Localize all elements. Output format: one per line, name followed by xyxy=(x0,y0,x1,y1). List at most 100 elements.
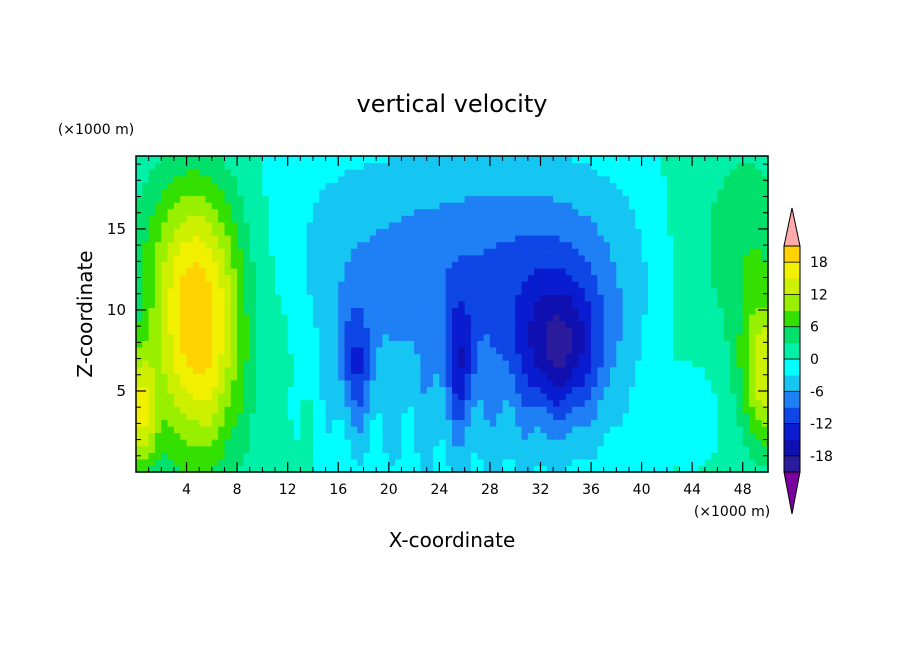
heatmap-cell xyxy=(186,169,194,177)
heatmap-cell xyxy=(262,228,270,236)
heatmap-cell xyxy=(319,248,327,256)
heatmap-cell xyxy=(312,439,320,447)
heatmap-cell xyxy=(477,439,485,447)
heatmap-cell xyxy=(502,386,510,394)
heatmap-cell xyxy=(654,465,662,473)
heatmap-cell xyxy=(287,241,295,249)
heatmap-cell xyxy=(635,373,643,381)
heatmap-cell xyxy=(515,320,523,328)
heatmap-cell xyxy=(445,360,453,368)
heatmap-cell xyxy=(180,373,188,381)
heatmap-cell xyxy=(628,399,636,407)
heatmap-cell xyxy=(452,320,459,328)
heatmap-cell xyxy=(540,188,548,197)
heatmap-cell xyxy=(439,267,447,276)
heatmap-cell xyxy=(445,379,453,388)
heatmap-cell xyxy=(755,254,763,262)
heatmap-cell xyxy=(666,254,674,262)
heatmap-cell xyxy=(173,314,181,322)
heatmap-cell xyxy=(262,327,270,335)
heatmap-cell xyxy=(470,195,478,203)
heatmap-cell xyxy=(616,281,624,289)
heatmap-cell xyxy=(256,182,263,190)
heatmap-cell xyxy=(407,294,415,302)
heatmap-cell xyxy=(161,419,169,427)
heatmap-cell xyxy=(357,169,365,177)
heatmap-cell xyxy=(616,393,624,401)
heatmap-cell xyxy=(312,452,320,460)
heatmap-cell xyxy=(180,267,188,276)
heatmap-cell xyxy=(717,162,725,170)
heatmap-cell xyxy=(546,281,554,289)
heatmap-cell xyxy=(338,182,346,190)
heatmap-cell xyxy=(527,432,535,440)
heatmap-cell xyxy=(641,327,649,335)
heatmap-cell xyxy=(711,346,719,355)
heatmap-cell xyxy=(294,412,301,420)
heatmap-cell xyxy=(294,241,301,249)
heatmap-cell xyxy=(508,452,516,460)
heatmap-cell xyxy=(641,215,649,223)
heatmap-cell xyxy=(761,406,769,414)
heatmap-cell xyxy=(433,215,440,223)
heatmap-cell xyxy=(742,261,750,269)
heatmap-cell xyxy=(717,188,725,197)
heatmap-cell xyxy=(344,228,352,236)
heatmap-cell xyxy=(275,221,282,230)
heatmap-cell xyxy=(565,208,573,216)
heatmap-cell xyxy=(584,182,592,190)
heatmap-cell xyxy=(388,281,396,289)
heatmap-cell xyxy=(237,360,245,368)
heatmap-cell xyxy=(660,386,668,394)
heatmap-cell xyxy=(211,188,219,197)
heatmap-cell xyxy=(414,175,421,183)
heatmap-cell xyxy=(281,452,289,460)
heatmap-cell xyxy=(711,458,719,467)
heatmap-cell xyxy=(470,432,478,440)
heatmap-cell xyxy=(154,175,162,183)
heatmap-cell xyxy=(268,333,276,341)
heatmap-cell xyxy=(407,182,415,190)
heatmap-cell xyxy=(294,333,301,341)
heatmap-cell xyxy=(685,281,693,289)
heatmap-cell xyxy=(287,314,295,322)
heatmap-cell xyxy=(717,169,725,177)
heatmap-cell xyxy=(489,294,497,302)
heatmap-cell xyxy=(275,188,282,197)
heatmap-cell xyxy=(237,182,245,190)
heatmap-cell xyxy=(496,366,504,374)
heatmap-cell xyxy=(369,353,377,361)
heatmap-cell xyxy=(578,188,586,197)
heatmap-cell xyxy=(591,412,598,420)
heatmap-cell xyxy=(388,221,396,230)
heatmap-cell xyxy=(420,202,428,210)
heatmap-cell xyxy=(546,445,554,453)
heatmap-cell xyxy=(388,241,396,249)
heatmap-cell xyxy=(218,399,226,407)
heatmap-cell xyxy=(622,228,630,236)
heatmap-cell xyxy=(730,314,737,322)
heatmap-cell xyxy=(628,432,636,440)
heatmap-cell xyxy=(224,366,232,374)
heatmap-cell xyxy=(344,452,352,460)
heatmap-cell xyxy=(173,340,181,348)
heatmap-cell xyxy=(565,346,573,355)
heatmap-cell xyxy=(401,353,409,361)
heatmap-cell xyxy=(420,248,428,256)
heatmap-cell xyxy=(761,235,769,243)
heatmap-cell xyxy=(205,228,213,236)
heatmap-cell xyxy=(401,261,409,269)
heatmap-cell xyxy=(382,346,390,355)
heatmap-cell xyxy=(685,235,693,243)
heatmap-cell xyxy=(603,156,611,164)
heatmap-cell xyxy=(749,373,756,381)
heatmap-cell xyxy=(616,175,624,183)
heatmap-cell xyxy=(622,360,630,368)
heatmap-cell xyxy=(496,314,504,322)
heatmap-cell xyxy=(584,399,592,407)
heatmap-cell xyxy=(679,267,687,276)
heatmap-cell xyxy=(180,465,188,473)
heatmap-cell xyxy=(489,215,497,223)
heatmap-cell xyxy=(382,465,390,473)
heatmap-cell xyxy=(312,432,320,440)
